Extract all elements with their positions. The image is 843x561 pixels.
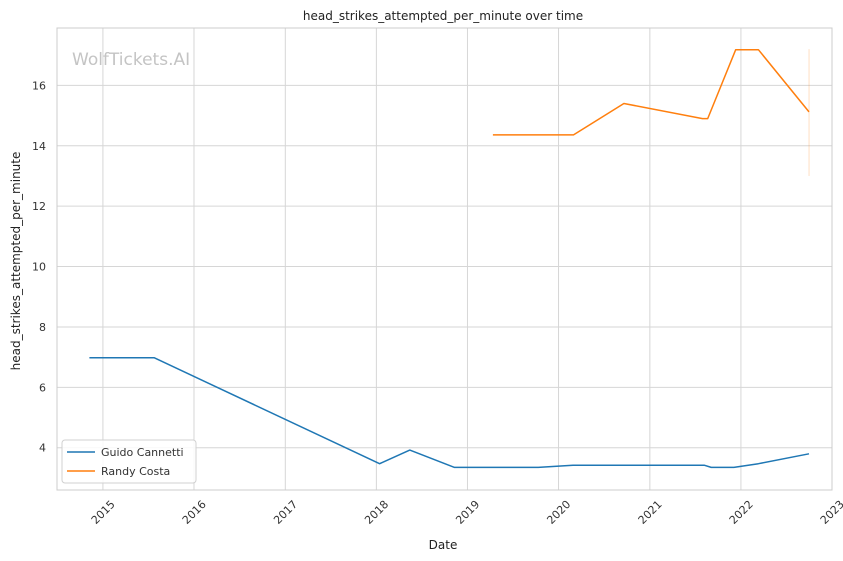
data-point-guido-cannetti	[757, 463, 759, 465]
data-point-guido-cannetti	[378, 463, 380, 465]
series-line-guido-cannetti	[89, 356, 810, 469]
data-point-guido-cannetti	[733, 466, 735, 468]
data-point-randy-costa	[572, 134, 574, 136]
chart-title: head_strikes_attempted_per_minute over t…	[303, 9, 583, 23]
data-point-randy-costa	[492, 134, 494, 136]
y-tick-label: 6	[39, 381, 46, 394]
y-tick-label: 8	[39, 321, 46, 334]
series-line-randy-costa	[492, 48, 810, 136]
y-tick-label: 14	[32, 140, 46, 153]
x-axis-label: Date	[429, 538, 458, 552]
y-tick-label: 16	[32, 79, 46, 92]
data-point-guido-cannetti	[153, 357, 155, 359]
data-point-guido-cannetti	[453, 466, 455, 468]
plot-frame	[56, 27, 833, 491]
data-point-guido-cannetti	[703, 464, 705, 466]
data-point-randy-costa	[757, 49, 759, 51]
data-point-guido-cannetti	[409, 449, 411, 451]
y-tick-label: 12	[32, 200, 46, 213]
data-point-randy-costa	[701, 117, 703, 119]
legend: Guido Cannetti Randy Costa	[61, 439, 197, 484]
y-tick-labels: 4 6 8 10 12 14 16	[32, 79, 46, 454]
data-point-randy-costa	[734, 49, 736, 51]
data-point-guido-cannetti	[88, 357, 90, 359]
y-tick-label: 10	[32, 261, 46, 274]
watermark: WolfTickets.AI	[72, 50, 190, 70]
data-point-guido-cannetti	[710, 466, 712, 468]
legend-label-guido-cannetti: Guido Cannetti	[101, 446, 184, 459]
data-point-randy-costa	[808, 111, 810, 113]
data-point-randy-costa	[707, 117, 709, 119]
data-point-randy-costa	[623, 102, 625, 104]
y-axis-label: head_strikes_attempted_per_minute	[9, 152, 23, 371]
data-point-guido-cannetti	[808, 453, 810, 455]
legend-label-randy-costa: Randy Costa	[101, 465, 170, 478]
series-layer	[88, 48, 810, 469]
data-point-guido-cannetti	[537, 466, 539, 468]
data-point-guido-cannetti	[572, 464, 574, 466]
y-tick-label: 4	[39, 442, 46, 455]
legend-box	[61, 439, 197, 484]
